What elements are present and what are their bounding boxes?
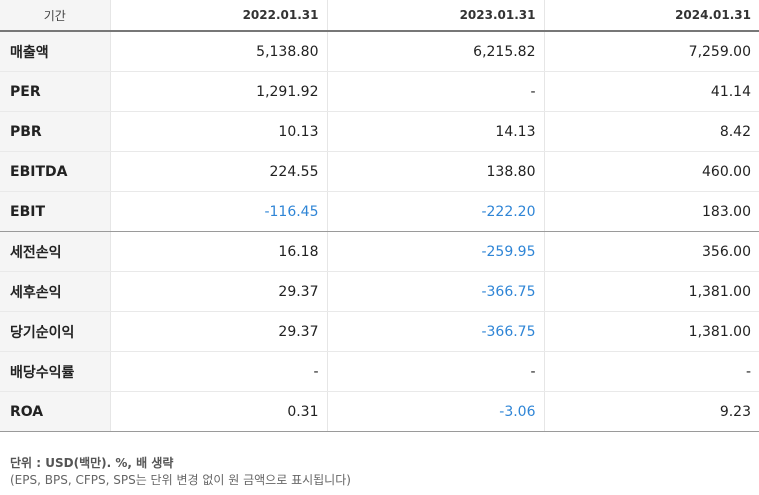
table-cell: 8.42 xyxy=(543,111,759,152)
table-cell: 1,381.00 xyxy=(543,271,759,312)
row-label: 세전손익 xyxy=(0,231,110,272)
table-cell: 5,138.80 xyxy=(109,31,327,72)
table-cell: 9.23 xyxy=(543,391,759,432)
per-share-footnote: (EPS, BPS, CFPS, SPS는 단위 변경 없이 원 금액으로 표시… xyxy=(10,473,351,487)
table-row-net-income: 당기순이익 29.37 -366.75 1,381.00 xyxy=(0,311,759,352)
row-label: 세후손익 xyxy=(0,271,110,312)
table-cell: 356.00 xyxy=(543,231,759,272)
table-row-ebitda: EBITDA 224.55 138.80 460.00 xyxy=(0,151,759,192)
table-cell: 460.00 xyxy=(543,151,759,192)
table-cell: -366.75 xyxy=(326,271,544,312)
table-cell: 29.37 xyxy=(109,271,327,312)
table-cell: 1,291.92 xyxy=(109,71,327,112)
table-row-ebit: EBIT -116.45 -222.20 183.00 xyxy=(0,191,759,232)
financial-table: 기간 2022.01.31 2023.01.31 2024.01.31 매출액 … xyxy=(0,0,759,432)
row-label: PBR xyxy=(0,111,110,152)
row-label: EBITDA xyxy=(0,151,110,192)
row-label: 당기순이익 xyxy=(0,311,110,352)
period-column-header: 2022.01.31 xyxy=(109,0,327,32)
table-cell: 224.55 xyxy=(109,151,327,192)
row-label: EBIT xyxy=(0,191,110,232)
table-row-roa: ROA 0.31 -3.06 9.23 xyxy=(0,391,759,432)
table-cell: 138.80 xyxy=(326,151,544,192)
table-cell: 16.18 xyxy=(109,231,327,272)
table-cell: 6,215.82 xyxy=(326,31,544,72)
row-label: 배당수익률 xyxy=(0,351,110,392)
table-cell: 41.14 xyxy=(543,71,759,112)
table-cell: 1,381.00 xyxy=(543,311,759,352)
table-row-after-tax-income: 세후손익 29.37 -366.75 1,381.00 xyxy=(0,271,759,312)
table-cell: -222.20 xyxy=(326,191,544,232)
table-header-row: 기간 2022.01.31 2023.01.31 2024.01.31 xyxy=(0,0,759,32)
table-cell: -366.75 xyxy=(326,311,544,352)
table-cell: -116.45 xyxy=(109,191,327,232)
table-cell: 0.31 xyxy=(109,391,327,432)
table-cell: - xyxy=(109,351,327,392)
table-cell: -259.95 xyxy=(326,231,544,272)
period-column-header: 2024.01.31 xyxy=(543,0,759,32)
table-row-revenue: 매출액 5,138.80 6,215.82 7,259.00 xyxy=(0,31,759,72)
unit-footnote: 단위 : USD(백만). %, 배 생략 xyxy=(10,456,174,470)
table-cell: 183.00 xyxy=(543,191,759,232)
period-column-header: 2023.01.31 xyxy=(326,0,544,32)
table-cell: 10.13 xyxy=(109,111,327,152)
table-row-per: PER 1,291.92 - 41.14 xyxy=(0,71,759,112)
table-cell: - xyxy=(326,351,544,392)
table-row-pbr: PBR 10.13 14.13 8.42 xyxy=(0,111,759,152)
table-cell: 7,259.00 xyxy=(543,31,759,72)
row-label: ROA xyxy=(0,391,110,432)
period-header-label: 기간 xyxy=(0,0,110,32)
table-cell: 29.37 xyxy=(109,311,327,352)
row-label: PER xyxy=(0,71,110,112)
row-label: 매출액 xyxy=(0,31,110,72)
table-row-pretax-income: 세전손익 16.18 -259.95 356.00 xyxy=(0,231,759,272)
table-cell: - xyxy=(326,71,544,112)
table-row-dividend-yield: 배당수익률 - - - xyxy=(0,351,759,392)
table-cell: 14.13 xyxy=(326,111,544,152)
table-cell: -3.06 xyxy=(326,391,544,432)
table-cell: - xyxy=(543,351,759,392)
